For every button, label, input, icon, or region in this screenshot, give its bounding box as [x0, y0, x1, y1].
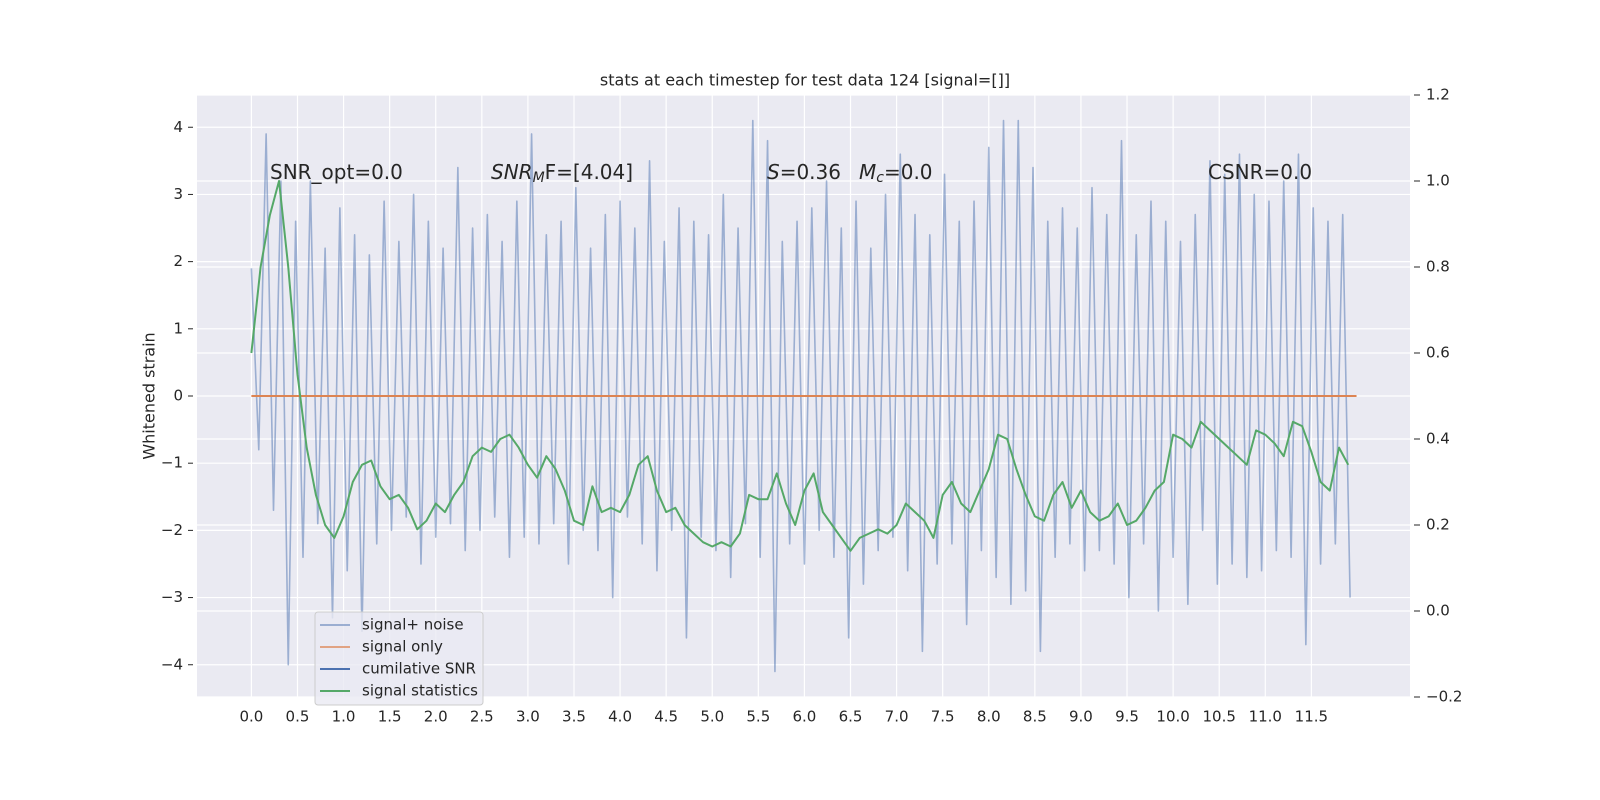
x-tick-label: 4.5 [654, 708, 678, 726]
series-line [250, 180, 1350, 552]
chart-title: stats at each timestep for test data 124… [600, 71, 1010, 90]
y-axis-label: Whitened strain [140, 332, 159, 459]
y-tick-label: 4 [173, 118, 183, 136]
annotation: S=0.36 [767, 160, 841, 184]
annotation-part: S [767, 160, 780, 184]
y-tick-label: −2 [161, 521, 183, 539]
y2-tick-label: 0.2 [1426, 516, 1450, 534]
x-tick-label: 10.0 [1156, 708, 1189, 726]
y2-tick-label: 0.4 [1426, 430, 1450, 448]
annotation-part: SNR [491, 160, 533, 184]
annotation-part: CSNR=0.0 [1208, 160, 1312, 184]
y-tick-label: −4 [161, 655, 183, 673]
x-tick-label: 11.0 [1249, 708, 1282, 726]
x-tick-label: 2.0 [424, 708, 448, 726]
annotation: SNR_opt=0.0 [270, 160, 403, 184]
annotation: CSNR=0.0 [1208, 160, 1312, 184]
x-tick-label: 0.5 [286, 708, 310, 726]
y-tick-label: −3 [161, 588, 183, 606]
y-tick-label: 1 [173, 319, 183, 337]
y-tick-label: 0 [173, 387, 183, 405]
x-tick-label: 4.0 [608, 708, 632, 726]
x-tick-label: 1.5 [378, 708, 402, 726]
y2-tick-label: 1.0 [1426, 172, 1450, 190]
annotation-part: M [859, 160, 876, 184]
y-tick-label: −1 [161, 454, 183, 472]
legend-label: signal statistics [362, 682, 478, 700]
x-tick-label: 5.0 [700, 708, 724, 726]
x-tick-label: 11.5 [1295, 708, 1328, 726]
x-tick-label: 7.5 [931, 708, 955, 726]
legend-box [314, 611, 484, 706]
series-line [250, 119, 1351, 673]
annotation-part: SNR_opt=0.0 [270, 160, 403, 184]
x-tick-label: 6.5 [839, 708, 863, 726]
x-tick-label: 8.5 [1023, 708, 1047, 726]
x-tick-label: 7.0 [885, 708, 909, 726]
legend-label: signal only [362, 638, 443, 656]
annotation-part: M [533, 170, 545, 186]
x-tick-label: 8.0 [977, 708, 1001, 726]
x-tick-label: 0.0 [239, 708, 263, 726]
y2-tick-label: 0.6 [1426, 344, 1450, 362]
x-tick-label: 3.5 [562, 708, 586, 726]
y-tick-label: 2 [173, 252, 183, 270]
legend-label: cumilative SNR [362, 660, 476, 678]
y-tick-label: 3 [173, 185, 183, 203]
x-tick-label: 9.0 [1069, 708, 1093, 726]
annotation-part: c [876, 170, 884, 186]
annotation-part: F=[4.04] [545, 160, 633, 184]
annotation-part: =0.36 [780, 160, 841, 184]
x-tick-label: 2.5 [470, 708, 494, 726]
annotation-part: =0.0 [884, 160, 933, 184]
y2-tick-label: 0.0 [1426, 602, 1450, 620]
x-tick-label: 5.5 [746, 708, 770, 726]
y2-tick-label: 0.8 [1426, 258, 1450, 276]
x-tick-label: 3.0 [516, 708, 540, 726]
annotation: SNRMF=[4.04] [491, 160, 633, 187]
x-tick-label: 10.5 [1202, 708, 1235, 726]
y2-tick-label: −0.2 [1426, 688, 1462, 706]
y2-tick-label: 1.2 [1426, 86, 1450, 104]
x-tick-label: 1.0 [332, 708, 356, 726]
annotation: Mc=0.0 [859, 160, 933, 187]
x-tick-label: 6.0 [792, 708, 816, 726]
x-tick-label: 9.5 [1115, 708, 1139, 726]
legend-label: signal+ noise [362, 616, 464, 634]
